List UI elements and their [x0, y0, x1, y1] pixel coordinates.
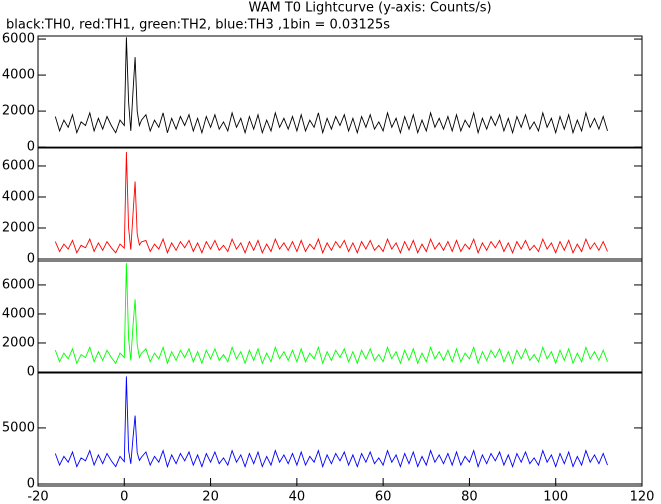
y-tick-label: 2000	[2, 220, 35, 235]
x-tick-label: 120	[630, 490, 655, 504]
x-tick-label: 60	[375, 490, 392, 504]
y-tick-label: 6000	[2, 32, 35, 47]
x-tick-label: 40	[289, 490, 306, 504]
y-tick-label: 4000	[2, 68, 35, 83]
x-tick-label: -20	[27, 490, 48, 504]
y-tick-label: 6000	[2, 277, 35, 292]
chart-subtitle: black:TH0, red:TH1, green:TH2, blue:TH3 …	[6, 18, 390, 33]
y-tick-label: 2000	[2, 104, 35, 119]
y-tick-label: 4000	[2, 306, 35, 321]
light-curve	[54, 376, 608, 469]
x-tick-label: 0	[120, 490, 128, 504]
light-curve	[54, 151, 608, 255]
y-tick-label: 0	[27, 140, 35, 155]
y-tick-label: 4000	[2, 189, 35, 204]
x-tick-label: 20	[202, 490, 219, 504]
light-curve	[54, 263, 608, 365]
y-tick-label: 0	[27, 251, 35, 266]
x-tick-label: 100	[543, 490, 568, 504]
light-curve	[54, 37, 608, 135]
y-tick-label: 0	[27, 476, 35, 491]
y-tick-label: 6000	[2, 158, 35, 173]
y-tick-label: 5000	[2, 420, 35, 435]
x-tick-label: 80	[461, 490, 478, 504]
y-tick-label: 0	[27, 364, 35, 379]
y-tick-label: 2000	[2, 335, 35, 350]
panel-frame	[37, 372, 643, 487]
chart-title: WAM T0 Lightcurve (y-axis: Counts/s)	[248, 1, 491, 16]
